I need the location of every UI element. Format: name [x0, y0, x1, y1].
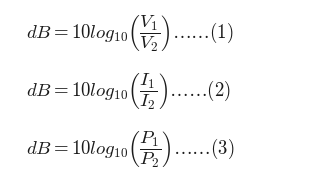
Text: $dB = 10log_{10}\left(\dfrac{I_1}{I_2}\right) \ldots \ldots (2)$: $dB = 10log_{10}\left(\dfrac{I_1}{I_2}\r…: [26, 72, 231, 112]
Text: $dB = 10log_{10}\left(\dfrac{P_1}{P_2}\right) \ldots \ldots (3)$: $dB = 10log_{10}\left(\dfrac{P_1}{P_2}\r…: [26, 130, 235, 170]
Text: $dB = 10log_{10}\left(\dfrac{V_1}{V_2}\right) \ldots \ldots (1)$: $dB = 10log_{10}\left(\dfrac{V_1}{V_2}\r…: [26, 14, 234, 54]
